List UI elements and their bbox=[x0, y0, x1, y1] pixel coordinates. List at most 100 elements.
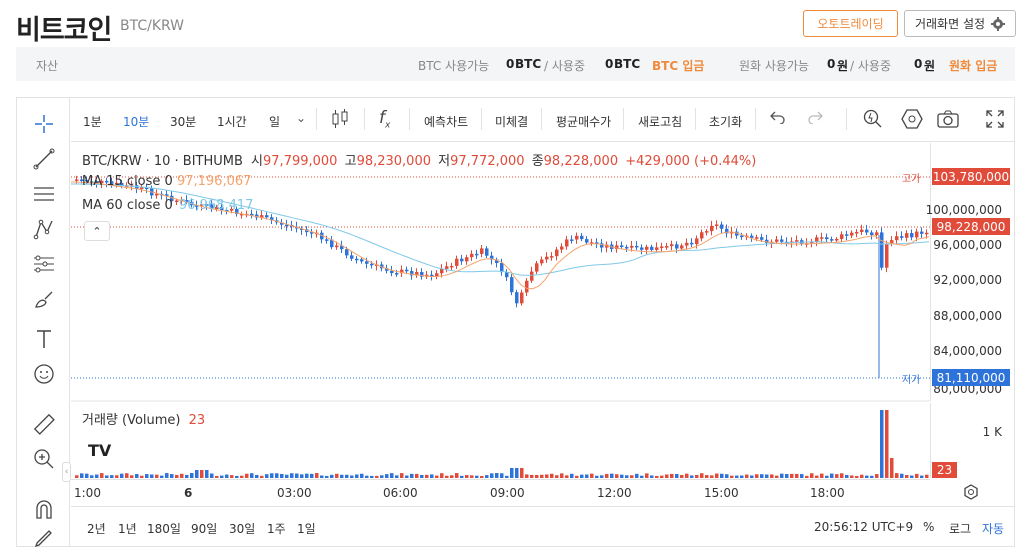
range-90d[interactable]: 90일 bbox=[191, 522, 218, 536]
range-30d[interactable]: 30일 bbox=[229, 522, 256, 536]
crosshair-icon[interactable] bbox=[31, 111, 57, 137]
camera-icon[interactable] bbox=[937, 110, 959, 131]
price-chart[interactable] bbox=[71, 143, 930, 479]
time-tick: 12:00 bbox=[597, 486, 632, 500]
log-toggle[interactable]: 로그 bbox=[949, 522, 972, 536]
low-tag: 저가 bbox=[902, 375, 921, 386]
emoji-icon[interactable] bbox=[31, 361, 57, 387]
price-tick: 84,000,000 bbox=[933, 344, 1002, 358]
volume-label: 거래량 (Volume) bbox=[82, 413, 181, 428]
text-icon[interactable] bbox=[31, 326, 57, 352]
ruler-icon[interactable] bbox=[31, 411, 57, 437]
current-price-badge: 98,228,000 bbox=[932, 218, 1010, 235]
high-price-badge: 103,780,000 bbox=[932, 168, 1010, 185]
percent-toggle[interactable]: % bbox=[923, 520, 935, 534]
trendline-icon[interactable] bbox=[31, 146, 57, 172]
legend-close-label: 종 bbox=[531, 154, 544, 169]
interval-1m[interactable]: 1분 bbox=[83, 115, 102, 129]
range-1y[interactable]: 1년 bbox=[118, 522, 137, 536]
price-tick: 96,000,000 bbox=[933, 238, 1002, 252]
indicators-icon[interactable]: fx bbox=[379, 108, 391, 131]
auto-toggle[interactable]: 자동 bbox=[982, 522, 1005, 536]
time-tick: 6 bbox=[184, 486, 193, 500]
btc-in-use-value: 0 bbox=[605, 57, 614, 71]
legend-open: 97,799,000 bbox=[263, 154, 338, 169]
legend-low-label: 저 bbox=[438, 154, 451, 169]
drawing-toolbar bbox=[17, 98, 70, 548]
range-2y[interactable]: 2년 bbox=[87, 522, 106, 536]
ma15-legend: MA 15 close 0 97,196,067 bbox=[82, 174, 251, 189]
range-1w[interactable]: 1주 bbox=[267, 522, 286, 536]
ma15-label: MA 15 close 0 bbox=[82, 174, 173, 189]
legend-change: +429,000 (+0.44%) bbox=[625, 154, 757, 169]
brush-icon[interactable] bbox=[31, 286, 57, 312]
market-symbol: BTC/KRW bbox=[120, 18, 185, 34]
low-price-badge: 81,110,000 bbox=[932, 369, 1010, 386]
asset-label: 자산 bbox=[36, 59, 59, 73]
chart-container bbox=[16, 97, 1015, 547]
btc-deposit-link[interactable]: BTC 입금 bbox=[652, 59, 705, 73]
krw-in-use-unit: 원 bbox=[924, 59, 936, 73]
pencil-icon[interactable] bbox=[31, 526, 57, 552]
collapse-toolbar-button[interactable]: ‹ bbox=[62, 462, 71, 482]
legend-high: 98,230,000 bbox=[356, 154, 431, 169]
interval-1h[interactable]: 1시간 bbox=[217, 115, 247, 129]
ma15-value: 97,196,067 bbox=[176, 174, 252, 189]
quick-search-icon[interactable] bbox=[863, 109, 883, 132]
unfilled-orders-button[interactable]: 미체결 bbox=[495, 115, 529, 129]
time-tick: 09:00 bbox=[490, 486, 525, 500]
time-axis: 1:00 6 03:00 06:00 09:00 12:00 15:00 18:… bbox=[71, 479, 930, 505]
krw-available-label: 원화 사용가능 bbox=[739, 59, 810, 73]
btc-available-label: BTC 사용가능 bbox=[418, 59, 490, 73]
axis-settings-icon[interactable] bbox=[963, 484, 979, 504]
interval-10m[interactable]: 10분 bbox=[123, 115, 150, 129]
chevron-down-icon[interactable]: ⌄ bbox=[296, 111, 307, 125]
fullscreen-icon[interactable] bbox=[986, 110, 1004, 131]
tradingview-logo: TV bbox=[88, 441, 112, 460]
gann-icon[interactable] bbox=[31, 251, 57, 277]
redo-icon[interactable] bbox=[807, 110, 823, 127]
avg-buy-price-button[interactable]: 평균매수가 bbox=[556, 115, 612, 129]
high-tag: 고가 bbox=[902, 174, 921, 185]
zoom-in-icon[interactable] bbox=[31, 446, 57, 472]
range-1d[interactable]: 1일 bbox=[297, 522, 316, 536]
candle-type-icon[interactable] bbox=[331, 108, 349, 133]
chevron-up-icon: ⌃ bbox=[92, 224, 102, 238]
volume-legend: 거래량 (Volume) 23 bbox=[82, 409, 205, 428]
interval-30m[interactable]: 30분 bbox=[170, 115, 197, 129]
compare-icon[interactable] bbox=[901, 109, 923, 132]
page-title: 비트코인 bbox=[16, 15, 112, 46]
undo-icon[interactable] bbox=[770, 110, 786, 127]
ma60-legend: MA 60 close 0 96,968,417 bbox=[82, 198, 253, 213]
legend-open-label: 시 bbox=[251, 154, 264, 169]
krw-in-use-value: 0 bbox=[914, 57, 923, 71]
legend-high-label: 고 bbox=[344, 154, 357, 169]
krw-available-unit: 원 bbox=[837, 59, 849, 73]
btc-available-value: 0 bbox=[506, 57, 515, 71]
volume-axis: 1 K bbox=[930, 403, 1014, 478]
screen-settings-button[interactable]: 거래화면 설정 bbox=[904, 10, 1016, 37]
btc-in-use-unit: BTC bbox=[614, 57, 641, 71]
btc-available-unit: BTC bbox=[515, 57, 542, 71]
collapse-legend-button[interactable]: ⌃ bbox=[84, 221, 110, 241]
autotrade-button[interactable]: 오토트레이딩 bbox=[803, 10, 898, 37]
range-180d[interactable]: 180일 bbox=[147, 522, 181, 536]
krw-available-value: 0 bbox=[827, 57, 836, 71]
chart-toolbar: 1분 10분 30분 1시간 일 ⌄ fx 예측차트 미체결 평균매수가 새로고… bbox=[71, 98, 1014, 142]
krw-in-use-label: / 사용중 bbox=[850, 59, 891, 73]
forecast-chart-button[interactable]: 예측차트 bbox=[424, 115, 469, 129]
price-axis: 100,000,000 96,000,000 92,000,000 88,000… bbox=[926, 143, 1014, 401]
reset-button[interactable]: 초기화 bbox=[709, 115, 743, 129]
time-tick: 06:00 bbox=[383, 486, 418, 500]
fib-lines-icon[interactable] bbox=[31, 181, 57, 207]
refresh-button[interactable]: 새로고침 bbox=[638, 115, 683, 129]
volume-tick: 1 K bbox=[982, 425, 1002, 439]
krw-deposit-link[interactable]: 원화 입금 bbox=[949, 59, 998, 73]
magnet-icon[interactable] bbox=[31, 496, 57, 522]
pattern-icon[interactable] bbox=[31, 216, 57, 242]
legend-low: 97,772,000 bbox=[450, 154, 525, 169]
time-tick: 18:00 bbox=[810, 486, 845, 500]
interval-day[interactable]: 일 bbox=[269, 115, 281, 129]
price-tick: 92,000,000 bbox=[933, 273, 1002, 287]
time-tick: 15:00 bbox=[704, 486, 739, 500]
